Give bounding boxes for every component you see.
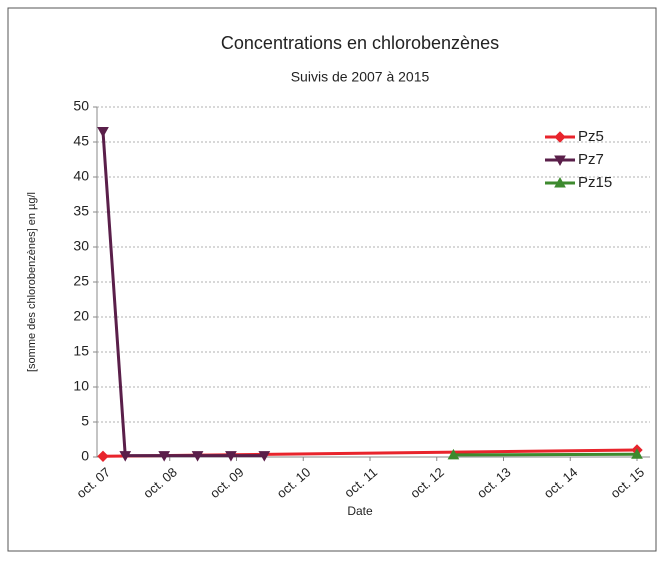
data-point <box>631 448 643 459</box>
chart-title: Concentrations en chlorobenzènes <box>221 33 499 53</box>
series-line <box>101 131 265 458</box>
data-point <box>119 451 132 462</box>
y-tick-label: 30 <box>73 238 89 254</box>
legend-marker <box>554 155 566 167</box>
legend-label: Pz15 <box>578 174 612 191</box>
data-point <box>97 127 109 138</box>
y-tick-label: 5 <box>81 413 89 429</box>
data-point <box>447 448 460 460</box>
chart-frame <box>7 7 657 552</box>
y-tick-label: 10 <box>73 378 89 394</box>
y-tick-label: 35 <box>73 203 89 219</box>
legend-marker <box>554 176 566 188</box>
y-tick-label: 40 <box>73 168 89 184</box>
data-point <box>225 451 237 462</box>
y-tick-label: 20 <box>73 308 89 324</box>
data-point <box>97 450 109 463</box>
y-tick-label: 25 <box>73 273 89 289</box>
y-axis-label: [somme des chlorobenzènes] en µg/l <box>26 192 38 372</box>
y-tick-label: 50 <box>73 98 89 114</box>
legend-label: Pz5 <box>578 128 604 145</box>
legend-marker <box>554 131 566 143</box>
y-tick-label: 15 <box>73 343 89 359</box>
legend-label: Pz7 <box>578 151 604 168</box>
data-point <box>191 451 204 462</box>
data-point <box>158 451 171 462</box>
series-line <box>453 452 638 457</box>
chart-subtitle: Suivis de 2007 à 2015 <box>291 69 430 85</box>
y-tick-label: 0 <box>81 448 89 464</box>
y-tick-label: 45 <box>73 133 89 149</box>
data-point <box>258 451 271 462</box>
x-axis-label: Date <box>347 504 373 518</box>
